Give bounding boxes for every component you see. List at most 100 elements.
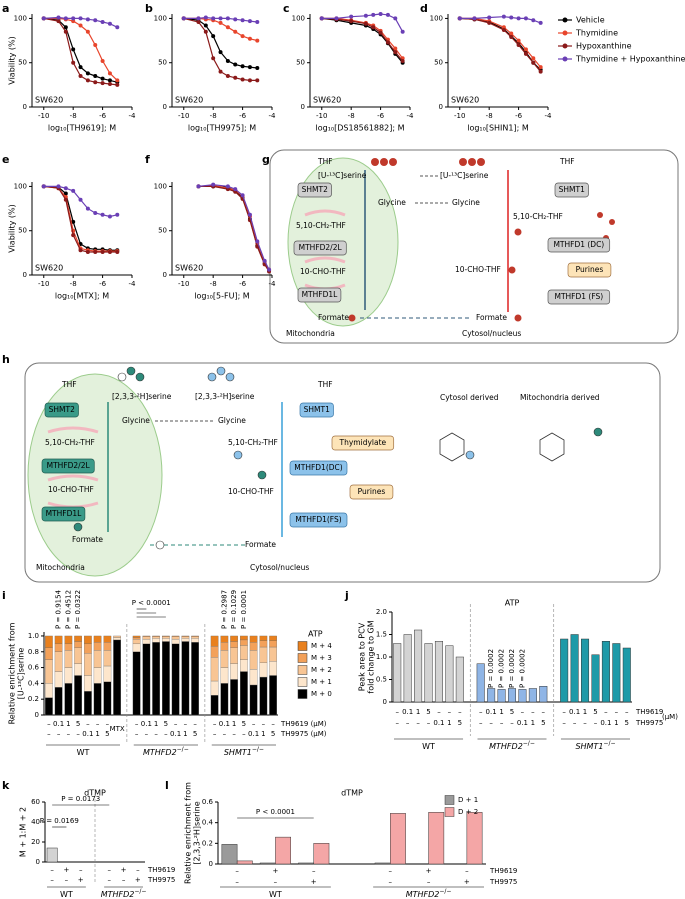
data-point bbox=[349, 14, 354, 19]
data-point bbox=[107, 78, 112, 83]
legend-label: M + 1 bbox=[311, 678, 332, 686]
condition-label: 1 bbox=[66, 720, 70, 728]
bar bbox=[275, 836, 291, 865]
label-dot bbox=[73, 522, 83, 532]
data-point bbox=[385, 40, 390, 45]
data-point bbox=[538, 65, 543, 70]
p-value: P = 0.9154 bbox=[55, 589, 63, 629]
label-dots bbox=[73, 366, 603, 550]
data-point bbox=[218, 20, 223, 25]
bar-segment bbox=[220, 635, 229, 643]
panel-letter: j bbox=[344, 589, 349, 602]
legend-swatch bbox=[297, 665, 308, 675]
p-value: P = 0.0002 bbox=[508, 649, 516, 688]
bar-segment bbox=[93, 642, 102, 651]
condition-label: 0.1 bbox=[486, 708, 497, 716]
metabolite-label: Cytosol derived bbox=[440, 393, 499, 402]
enzyme-label: SHMT1 bbox=[304, 405, 330, 414]
cell-line-label: SW620 bbox=[175, 96, 203, 105]
bar bbox=[591, 654, 600, 703]
panel-letter: b bbox=[145, 2, 153, 15]
bar-segment bbox=[249, 669, 258, 686]
data-point bbox=[115, 212, 120, 217]
metabolite-label: 10-CHO-THF bbox=[300, 267, 346, 276]
enzyme-box bbox=[289, 512, 348, 528]
chart-title: dTMP bbox=[84, 789, 106, 798]
y-tick-label: 50 bbox=[434, 59, 443, 67]
bar bbox=[612, 643, 621, 703]
bar-segment bbox=[259, 662, 268, 678]
bar-segment bbox=[93, 683, 102, 716]
data-point bbox=[247, 212, 252, 217]
x-tick-label: -6 bbox=[99, 280, 107, 288]
label-dot bbox=[207, 372, 217, 382]
tracer-dot bbox=[380, 158, 388, 166]
data-point bbox=[509, 15, 514, 20]
data-point bbox=[93, 74, 98, 78]
panel-letter: a bbox=[2, 2, 9, 15]
condition-label: 5 bbox=[76, 720, 80, 728]
bar-segment bbox=[210, 646, 219, 658]
condition-label: – bbox=[562, 719, 566, 727]
bar-segment bbox=[74, 647, 82, 664]
curve bbox=[459, 16, 541, 24]
data-point bbox=[63, 29, 68, 34]
y-tick-label: 50 bbox=[18, 227, 27, 235]
data-point bbox=[100, 19, 105, 24]
y-tick-label: 0.6 bbox=[28, 664, 40, 672]
category-label: MTX bbox=[110, 725, 125, 733]
bar-segment bbox=[191, 635, 199, 637]
enzyme-box bbox=[41, 506, 86, 522]
y-tick-label: 0 bbox=[163, 103, 167, 111]
tracer-dot bbox=[459, 158, 467, 166]
bar bbox=[507, 688, 517, 703]
x-tick-label: -6 bbox=[515, 112, 523, 120]
bar-segment bbox=[142, 643, 151, 716]
condition-label: – bbox=[47, 730, 51, 738]
data-point bbox=[78, 65, 83, 70]
data-point bbox=[240, 193, 245, 198]
data-point bbox=[262, 258, 267, 263]
data-point bbox=[378, 30, 383, 35]
bar-segment bbox=[269, 640, 277, 648]
bar-segment bbox=[84, 691, 92, 716]
y-tick-label: 0.2 bbox=[28, 695, 39, 703]
metabolite-label: Glycine bbox=[122, 416, 150, 425]
condition-label: + bbox=[78, 876, 84, 884]
condition-label: 0.1 bbox=[141, 720, 152, 728]
x-tick-label: -10 bbox=[38, 112, 49, 120]
data-point bbox=[538, 69, 543, 74]
y-tick-label: 100 bbox=[154, 182, 167, 190]
data-point bbox=[115, 249, 120, 254]
data-point bbox=[56, 15, 61, 20]
condition-label: 0.1 bbox=[433, 719, 444, 727]
curve bbox=[198, 184, 270, 270]
data-point bbox=[255, 239, 260, 244]
y-tick-label: 0.2 bbox=[202, 839, 213, 847]
data-point bbox=[78, 23, 83, 28]
enzyme-label: Purines bbox=[358, 487, 386, 496]
bar-segment bbox=[45, 647, 53, 660]
condition-label: – bbox=[193, 720, 197, 728]
bar-segment bbox=[103, 635, 112, 643]
condition-label: – bbox=[79, 866, 83, 874]
data-point bbox=[211, 182, 216, 187]
enzyme-box bbox=[44, 402, 79, 418]
bar-segment bbox=[269, 661, 277, 676]
bar-segment bbox=[113, 639, 121, 716]
data-point bbox=[516, 43, 521, 47]
condition-label: – bbox=[108, 876, 112, 884]
bar bbox=[518, 689, 527, 703]
y-tick-label: 40 bbox=[31, 818, 40, 826]
data-point bbox=[196, 184, 201, 189]
y-axis-label: Viability (%) bbox=[8, 204, 17, 252]
bar-segment bbox=[132, 637, 141, 640]
chart-title: dTMP bbox=[341, 789, 363, 798]
enzyme-label: Purines bbox=[576, 265, 604, 274]
chart-title: ATP bbox=[505, 599, 520, 608]
data-point bbox=[487, 15, 492, 20]
y-tick-label: 50 bbox=[18, 59, 27, 67]
condition-label: – bbox=[274, 878, 278, 886]
bar-segment bbox=[54, 671, 63, 688]
enzyme-label: MTHFD1(DC) bbox=[294, 463, 342, 472]
